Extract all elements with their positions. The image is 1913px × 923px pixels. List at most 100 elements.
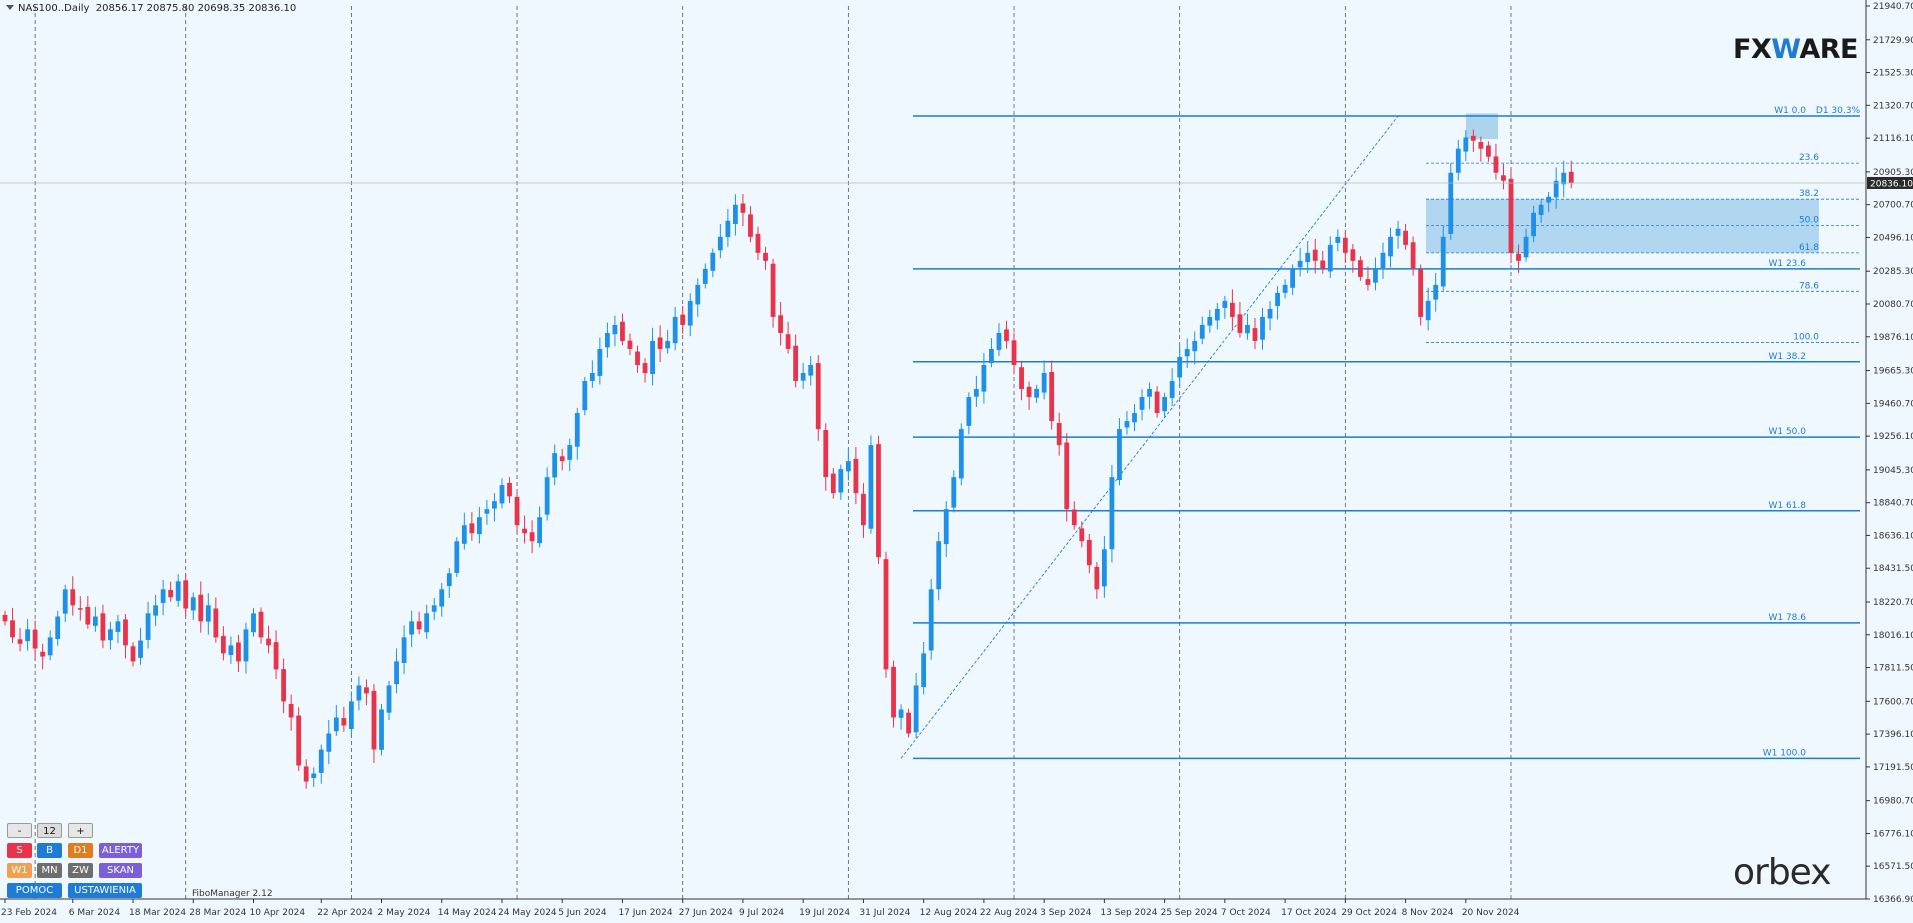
candle-body xyxy=(296,715,302,766)
daily-fibo-label: 61.8 xyxy=(1799,243,1819,253)
candle-body xyxy=(1373,268,1378,283)
candle-body xyxy=(40,651,46,657)
candle-body xyxy=(1290,268,1296,288)
candle-body xyxy=(1214,308,1220,321)
price-tick-label: 19665.30 xyxy=(1873,367,1913,377)
candle-body xyxy=(823,430,829,478)
price-tick-label: 16366.90 xyxy=(1873,895,1913,905)
candle-body xyxy=(1237,314,1243,333)
alerts-button[interactable]: ALERTY xyxy=(99,843,142,858)
candle-body xyxy=(1041,373,1047,393)
candle-body xyxy=(567,445,573,460)
price-tick-label: 21116.10 xyxy=(1873,134,1913,144)
fxware-logo: FXWARE xyxy=(1733,34,1858,65)
help-button[interactable]: POMOC xyxy=(7,883,62,898)
candle-body xyxy=(883,559,889,670)
candle-body xyxy=(996,332,1002,350)
candle-body xyxy=(785,334,791,349)
candle-body xyxy=(763,252,768,261)
candle-body xyxy=(612,324,618,335)
candle-body xyxy=(205,605,211,622)
time-tick-label: 10 Apr 2024 xyxy=(249,908,305,918)
candle-body xyxy=(1056,422,1062,446)
settings-button[interactable]: USTAWIENIA xyxy=(68,883,142,898)
candle-body xyxy=(635,351,640,365)
candle-body xyxy=(123,619,128,646)
time-tick-label: 18 Mar 2024 xyxy=(129,908,186,918)
time-tick-label: 19 Jul 2024 xyxy=(799,908,850,918)
candle-body xyxy=(537,517,543,544)
candle-body xyxy=(733,204,738,225)
candle-body xyxy=(2,614,8,622)
candle-body xyxy=(1117,429,1122,481)
candle-body xyxy=(1478,141,1484,149)
timeframe-mn-button[interactable]: MN xyxy=(37,863,62,878)
candle-body xyxy=(717,236,723,251)
candle-body xyxy=(168,589,174,598)
count-field[interactable]: 12 xyxy=(37,823,62,838)
weekly-fibo-label: W1 61.8 xyxy=(1768,501,1806,511)
candle-body xyxy=(311,773,317,779)
timeframe-d1-button[interactable]: D1 xyxy=(68,843,93,858)
candle-body xyxy=(868,445,874,529)
decrease-button[interactable]: - xyxy=(7,823,32,838)
time-tick-label: 3 Sep 2024 xyxy=(1040,908,1092,918)
candle-body xyxy=(1365,279,1371,285)
sell-button[interactable]: S xyxy=(7,843,32,858)
candle-body xyxy=(657,337,663,349)
candle-body xyxy=(153,605,158,616)
time-tick-label: 24 May 2024 xyxy=(498,908,557,918)
price-tick-label: 18220.70 xyxy=(1873,598,1913,608)
candle-body xyxy=(755,233,761,253)
candle-body xyxy=(409,621,415,635)
candle-body xyxy=(680,314,686,325)
current-price-box xyxy=(1867,176,1913,189)
candle-body xyxy=(92,616,98,626)
candle-body xyxy=(665,340,671,349)
candle-body xyxy=(364,687,369,694)
candle-body xyxy=(1305,252,1311,263)
zw-button[interactable]: ZW xyxy=(68,863,93,878)
candle-body xyxy=(243,629,249,662)
candle-body xyxy=(341,718,347,726)
candle-body xyxy=(514,497,520,526)
increase-button[interactable]: + xyxy=(68,823,93,838)
timeframe-w1-button[interactable]: W1 xyxy=(7,863,32,878)
daily-fibo-label: 23.6 xyxy=(1799,153,1819,163)
candle-body xyxy=(318,749,324,773)
candle-body xyxy=(499,485,505,504)
vertical-gridlines xyxy=(34,6,1512,899)
candle-body xyxy=(921,653,927,688)
price-tick-label: 21940.70 xyxy=(1873,2,1913,12)
candle-body xyxy=(1455,148,1461,173)
candle-body xyxy=(55,616,61,639)
candle-body xyxy=(198,594,204,622)
candle-body xyxy=(251,613,256,633)
candle-body xyxy=(1109,477,1115,550)
candle-body xyxy=(958,429,964,479)
price-tick-label: 18431.50 xyxy=(1873,564,1913,574)
fibomanager-version: FiboManager 2.12 xyxy=(192,889,273,899)
time-tick-label: 6 Mar 2024 xyxy=(69,908,121,918)
candle-body xyxy=(266,638,271,646)
daily-fibo-extension-label: D1 30.3% xyxy=(1816,106,1861,116)
candle-body xyxy=(891,666,896,718)
candle-body xyxy=(100,613,106,641)
price-axis[interactable]: 21940.70 21729.90 21525.30 21320.70 21116.10… xyxy=(1865,0,1913,905)
scan-button[interactable]: SKAN xyxy=(99,863,142,878)
chevron-down-icon[interactable] xyxy=(6,5,14,10)
time-tick-label: 28 Mar 2024 xyxy=(189,908,246,918)
candle-body xyxy=(898,709,904,718)
price-tick-label: 19460.70 xyxy=(1873,399,1913,409)
candle-body xyxy=(1282,284,1288,293)
daily-fibo-label: 100.0 xyxy=(1793,333,1819,343)
candle-body xyxy=(1101,549,1107,587)
candle-body xyxy=(1568,171,1574,183)
candle-body xyxy=(1034,389,1040,398)
candle-body xyxy=(1380,252,1386,270)
candle-body xyxy=(228,645,234,655)
buy-button[interactable]: B xyxy=(37,843,62,858)
candle-body xyxy=(401,637,407,663)
